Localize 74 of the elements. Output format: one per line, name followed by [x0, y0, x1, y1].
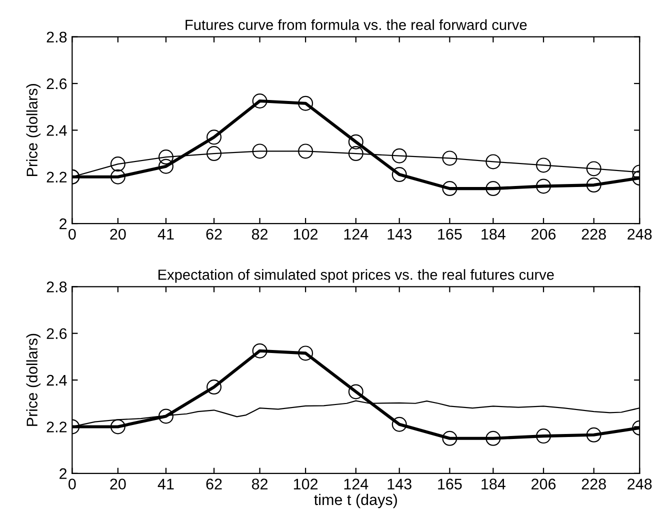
- x-tick-label: 248: [628, 478, 652, 490]
- y-tick-label: 2.2: [46, 422, 67, 432]
- y-axis-title: Price (dollars): [26, 84, 40, 176]
- chart-title: Expectation of simulated spot prices vs. the real futures curve: [158, 269, 554, 283]
- point: [110, 419, 126, 434]
- point: [206, 130, 222, 145]
- point: [586, 427, 602, 442]
- point: [298, 144, 314, 159]
- y-tick-label: 2.4: [46, 374, 67, 386]
- point: [252, 343, 268, 358]
- x-tick-label: 62: [206, 228, 222, 240]
- point: [586, 161, 602, 176]
- y-tick-label: 2: [60, 218, 67, 230]
- x-tick-label: 228: [582, 478, 606, 490]
- x-tick-label: 184: [482, 478, 506, 490]
- point: [486, 181, 501, 196]
- x-tick-label: 0: [68, 228, 76, 240]
- point: [536, 178, 551, 194]
- point: [206, 380, 222, 395]
- x-tick-label: 102: [294, 478, 318, 490]
- y-axis-title: Price (dollars): [26, 334, 40, 426]
- point: [536, 158, 551, 173]
- point: [348, 146, 364, 162]
- x-tick-label: 82: [252, 228, 268, 240]
- point: [536, 428, 551, 444]
- point: [298, 346, 314, 361]
- point: [206, 146, 222, 162]
- x-tick-label: 206: [532, 228, 556, 240]
- x-tick-label: 248: [628, 228, 652, 240]
- y-tick-label: 2.8: [46, 32, 67, 43]
- y-tick-label: 2.8: [46, 282, 67, 292]
- x-tick-label: 20: [110, 478, 126, 490]
- point: [442, 181, 458, 196]
- point: [392, 148, 407, 164]
- point: [486, 430, 501, 446]
- x-tick-label: 143: [388, 228, 412, 240]
- point: [392, 167, 407, 182]
- point: [298, 96, 314, 111]
- point: [158, 158, 174, 174]
- point: [348, 134, 364, 150]
- x-tick-label: 228: [582, 228, 606, 240]
- y-tick-label: 2.2: [46, 172, 67, 182]
- x-tick-label: 41: [158, 228, 174, 240]
- x-tick-label: 62: [206, 478, 222, 490]
- point: [586, 178, 602, 193]
- x-axis-title: time t (days): [314, 494, 397, 508]
- point: [486, 154, 501, 170]
- chart-title: Futures curve from formula vs. the real forward curve: [186, 19, 527, 30]
- y-tick-label: 2.6: [46, 78, 67, 90]
- x-tick-label: 0: [68, 478, 76, 490]
- y-tick-label: 2.4: [46, 125, 67, 136]
- point: [442, 150, 458, 166]
- point: [348, 384, 364, 400]
- x-tick-label: 165: [438, 228, 462, 240]
- point: [442, 430, 458, 446]
- point: [158, 408, 174, 424]
- y-tick-label: 2: [60, 468, 67, 479]
- point: [110, 169, 126, 184]
- x-tick-label: 124: [344, 478, 368, 490]
- point: [158, 150, 174, 165]
- point: [392, 416, 407, 432]
- point: [252, 94, 268, 109]
- x-tick-label: 206: [532, 478, 556, 490]
- x-tick-label: 20: [110, 228, 126, 240]
- point: [252, 144, 268, 159]
- x-tick-label: 41: [158, 478, 174, 490]
- x-tick-label: 82: [252, 478, 268, 490]
- x-tick-label: 165: [438, 478, 462, 490]
- x-tick-label: 143: [388, 478, 412, 490]
- y-tick-label: 2.6: [46, 328, 67, 340]
- point: [110, 156, 126, 172]
- x-tick-label: 102: [294, 228, 318, 240]
- x-tick-label: 124: [344, 228, 368, 240]
- x-tick-label: 184: [482, 228, 506, 240]
